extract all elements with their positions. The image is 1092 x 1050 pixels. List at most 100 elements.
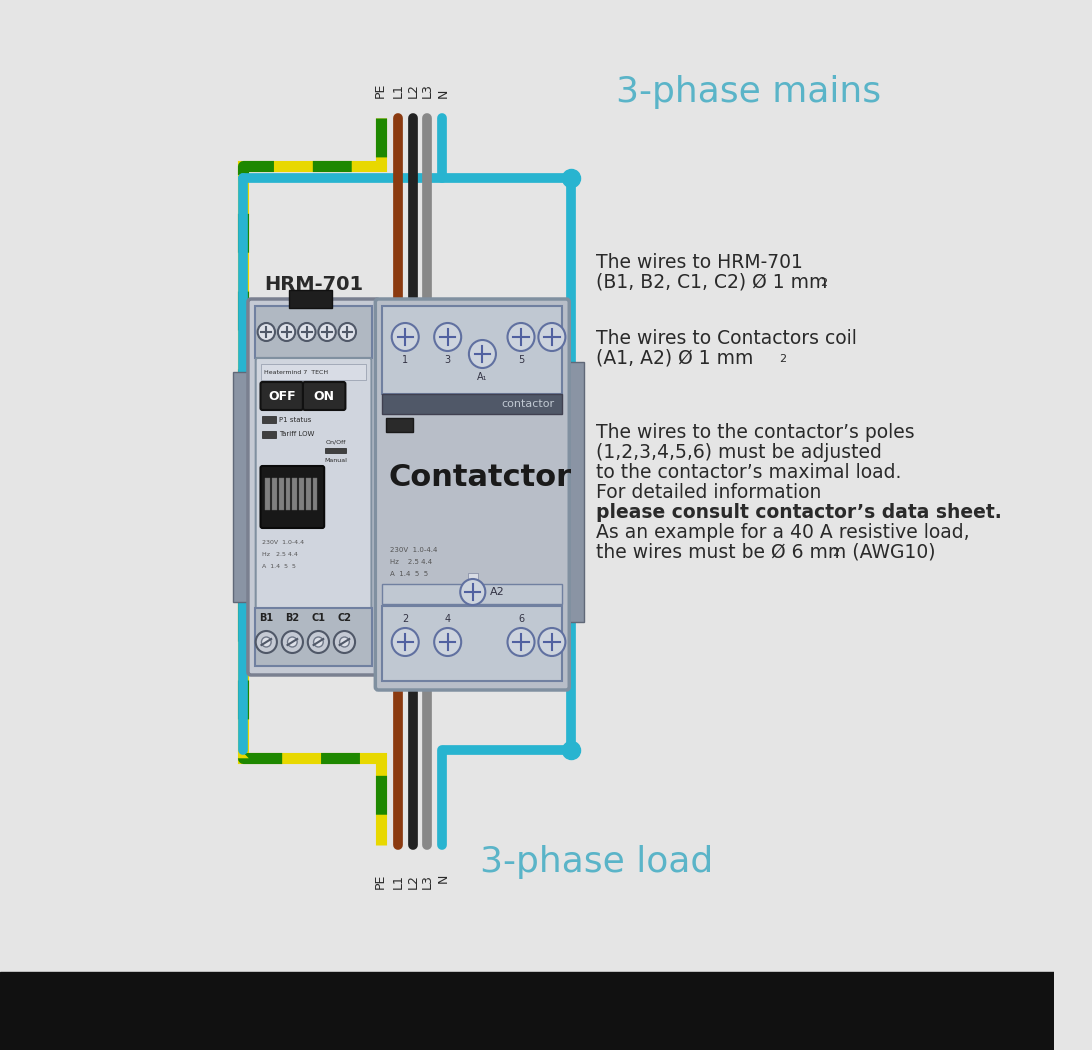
Text: A  1.4  5  5: A 1.4 5 5 — [262, 564, 296, 568]
Text: (1,2,3,4,5,6) must be adjusted: (1,2,3,4,5,6) must be adjusted — [596, 442, 882, 462]
Text: HRM-701: HRM-701 — [264, 274, 364, 294]
Text: C1: C1 — [311, 613, 325, 623]
Text: L3: L3 — [420, 874, 434, 889]
Text: Hz    2.5 4.4: Hz 2.5 4.4 — [390, 559, 432, 565]
Text: 2: 2 — [832, 548, 839, 558]
Text: PE: PE — [373, 874, 387, 889]
Text: L2: L2 — [406, 83, 419, 98]
Text: N: N — [437, 874, 450, 883]
Bar — [325, 448, 346, 453]
Text: The wires to Contactors coil: The wires to Contactors coil — [596, 329, 857, 348]
Circle shape — [258, 323, 275, 341]
Text: 230V  1.0-4.4: 230V 1.0-4.4 — [262, 540, 305, 545]
Text: P1 status: P1 status — [278, 417, 311, 422]
Text: L1: L1 — [392, 874, 405, 889]
Text: L1: L1 — [392, 83, 405, 98]
Text: 5: 5 — [518, 355, 524, 365]
Bar — [299, 478, 304, 510]
Circle shape — [298, 323, 316, 341]
Bar — [312, 478, 318, 510]
Bar — [385, 418, 413, 432]
Circle shape — [538, 628, 566, 656]
Text: A2: A2 — [490, 587, 505, 597]
Bar — [0, 972, 1054, 1050]
Text: 4: 4 — [444, 614, 451, 624]
Text: 2: 2 — [820, 278, 828, 288]
Text: L2: L2 — [406, 874, 419, 889]
Circle shape — [339, 323, 356, 341]
Circle shape — [308, 631, 329, 653]
Bar — [272, 478, 277, 510]
Bar — [262, 430, 276, 438]
Text: 2: 2 — [780, 354, 786, 364]
Text: For detailed information: For detailed information — [596, 483, 821, 502]
Text: Heatermind 7  TECH: Heatermind 7 TECH — [264, 370, 329, 375]
Text: 3: 3 — [444, 355, 451, 365]
Bar — [278, 478, 284, 510]
Text: N: N — [437, 88, 450, 98]
Text: C2: C2 — [337, 613, 352, 623]
Bar — [262, 416, 276, 423]
Circle shape — [256, 631, 277, 653]
Bar — [382, 584, 562, 604]
Circle shape — [538, 323, 566, 351]
Text: the wires must be Ø 6 mm (AWG10): the wires must be Ø 6 mm (AWG10) — [596, 543, 936, 562]
Bar — [286, 478, 290, 510]
Bar — [289, 290, 332, 308]
Text: B1: B1 — [259, 613, 273, 623]
FancyBboxPatch shape — [248, 299, 379, 675]
Text: A₁: A₁ — [477, 372, 488, 382]
Text: (A1, A2) Ø 1 mm: (A1, A2) Ø 1 mm — [596, 349, 753, 368]
Text: PE: PE — [373, 83, 387, 98]
Bar — [306, 478, 311, 510]
Text: Manual: Manual — [324, 458, 347, 462]
Text: to the contactor’s maximal load.: to the contactor’s maximal load. — [596, 462, 902, 482]
Bar — [254, 608, 372, 666]
Text: On/Off: On/Off — [325, 440, 346, 444]
Circle shape — [435, 628, 461, 656]
Text: ON: ON — [313, 391, 334, 403]
FancyBboxPatch shape — [261, 466, 324, 528]
Bar — [265, 478, 270, 510]
Text: OFF: OFF — [268, 391, 296, 403]
Circle shape — [392, 323, 418, 351]
Bar — [382, 606, 562, 681]
Bar — [468, 573, 477, 591]
Circle shape — [334, 631, 355, 653]
Text: 6: 6 — [518, 614, 524, 624]
Text: (B1, B2, C1, C2) Ø 1 mm: (B1, B2, C1, C2) Ø 1 mm — [596, 273, 828, 292]
Circle shape — [282, 631, 302, 653]
FancyBboxPatch shape — [261, 382, 302, 410]
Circle shape — [508, 323, 534, 351]
FancyBboxPatch shape — [376, 299, 569, 690]
Circle shape — [435, 323, 461, 351]
Circle shape — [261, 637, 271, 647]
Text: L3: L3 — [420, 83, 434, 98]
FancyBboxPatch shape — [302, 382, 345, 410]
Circle shape — [277, 323, 295, 341]
Circle shape — [340, 637, 349, 647]
Text: Tariff LOW: Tariff LOW — [278, 432, 314, 438]
FancyBboxPatch shape — [256, 358, 371, 610]
Circle shape — [313, 637, 323, 647]
Circle shape — [508, 628, 534, 656]
Text: 3-phase mains: 3-phase mains — [616, 75, 880, 109]
Bar — [567, 362, 584, 622]
Text: 230V  1.0-4.4: 230V 1.0-4.4 — [390, 547, 437, 553]
Circle shape — [392, 628, 418, 656]
Bar — [261, 364, 366, 380]
Text: Hz   2.5 4.4: Hz 2.5 4.4 — [262, 551, 298, 556]
Bar — [377, 372, 393, 602]
Text: The wires to the contactor’s poles: The wires to the contactor’s poles — [596, 422, 915, 441]
Text: As an example for a 40 A resistive load,: As an example for a 40 A resistive load, — [596, 523, 970, 542]
Text: B2: B2 — [285, 613, 299, 623]
Circle shape — [319, 323, 335, 341]
Bar — [382, 306, 562, 394]
Text: 2: 2 — [402, 614, 408, 624]
Circle shape — [468, 340, 496, 367]
Bar — [234, 372, 251, 602]
Bar — [360, 362, 378, 622]
Bar — [254, 306, 372, 358]
Text: The wires to HRM-701: The wires to HRM-701 — [596, 252, 803, 272]
Bar — [293, 478, 297, 510]
